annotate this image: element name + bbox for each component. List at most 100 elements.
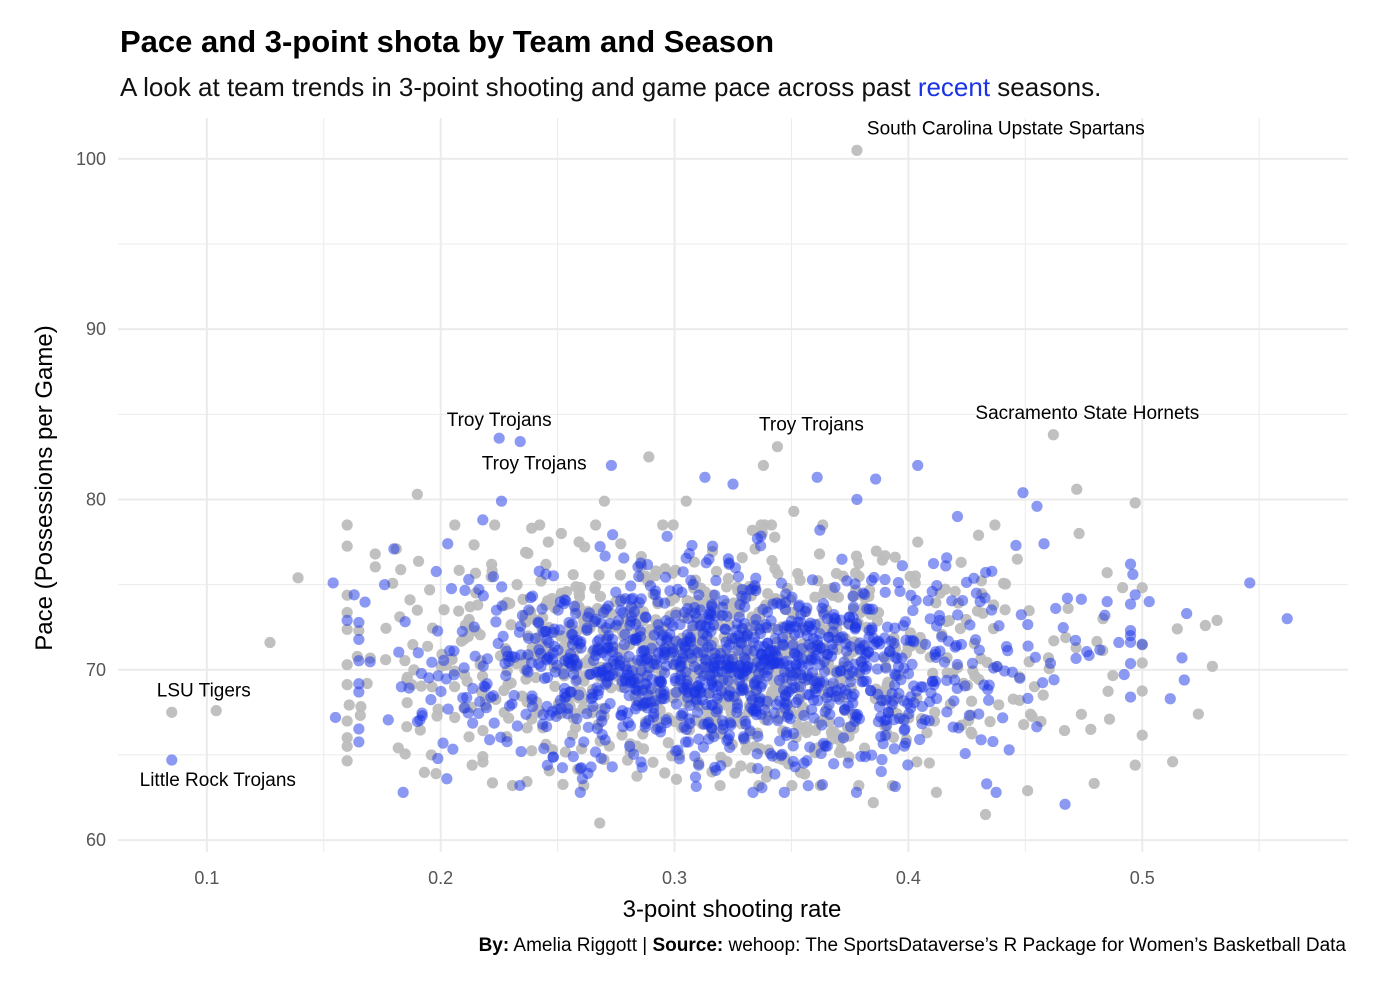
point-recent <box>866 622 878 634</box>
point-recent <box>981 778 993 790</box>
point-recent <box>966 657 979 669</box>
point-recent <box>430 565 442 578</box>
point-recent <box>477 514 489 526</box>
point-recent <box>896 652 908 664</box>
point-recent <box>849 578 861 590</box>
point-recent <box>473 583 485 596</box>
point-recent <box>495 495 508 507</box>
point-past <box>341 659 353 671</box>
point-recent <box>492 637 504 650</box>
point-recent <box>543 651 555 663</box>
point-recent <box>842 757 854 769</box>
point-recent <box>738 631 750 643</box>
point-past <box>401 697 413 709</box>
point-past <box>453 564 465 576</box>
point-recent <box>677 566 689 578</box>
point-past <box>975 653 987 665</box>
point-past <box>879 550 891 562</box>
point-past <box>955 556 967 568</box>
point-recent <box>747 786 759 798</box>
point-recent <box>467 717 479 729</box>
point-past <box>466 759 478 771</box>
point-past <box>670 773 683 785</box>
point-recent <box>632 654 644 666</box>
point-past <box>769 531 781 543</box>
point-recent <box>699 653 711 665</box>
point-recent <box>779 603 792 616</box>
point-recent <box>606 761 618 773</box>
point-recent <box>587 700 599 712</box>
point-recent <box>696 635 709 647</box>
point-recent <box>751 674 763 687</box>
point-recent <box>871 663 884 675</box>
point-recent <box>533 617 545 629</box>
point-recent <box>613 615 625 627</box>
point-recent <box>877 738 889 750</box>
point-recent <box>708 619 720 631</box>
point-recent <box>1143 596 1155 608</box>
point-recent <box>829 581 841 593</box>
point-recent <box>1181 607 1193 620</box>
point-recent <box>922 595 934 607</box>
point-recent <box>488 717 500 729</box>
point-recent <box>536 603 548 615</box>
point-past <box>341 732 353 744</box>
point-recent <box>751 533 764 545</box>
point-recent <box>495 731 507 743</box>
point-recent <box>535 660 547 673</box>
point-past <box>407 639 419 651</box>
subtitle-highlight-recent: recent <box>917 72 991 102</box>
point-recent <box>815 747 827 760</box>
point-recent <box>487 571 499 583</box>
point-past <box>489 519 501 531</box>
point-past <box>993 699 1005 711</box>
point-recent <box>683 713 695 725</box>
point-recent <box>459 584 471 596</box>
x-tick-label: 0.4 <box>896 868 921 888</box>
point-recent <box>880 662 892 674</box>
point-past <box>1167 756 1179 768</box>
point-recent <box>894 585 906 597</box>
point-recent <box>736 667 748 679</box>
point-past <box>573 587 585 600</box>
point-past <box>392 742 404 754</box>
point-recent <box>990 786 1002 798</box>
point-recent <box>750 584 762 597</box>
point-recent <box>1129 589 1141 601</box>
point-recent <box>554 596 566 608</box>
y-tick-label: 80 <box>86 489 106 509</box>
point-past <box>414 724 426 736</box>
point-past <box>1047 429 1059 441</box>
point-recent <box>888 743 900 755</box>
point-recent <box>729 633 741 645</box>
point-recent <box>946 595 958 607</box>
point-recent <box>661 530 673 542</box>
point-recent <box>947 721 959 733</box>
point-recent <box>906 658 918 671</box>
point-recent <box>1002 645 1014 657</box>
point-past <box>930 786 943 798</box>
point-recent <box>850 786 863 798</box>
point-recent <box>936 631 948 643</box>
point-recent <box>423 672 435 684</box>
point-recent <box>923 715 935 727</box>
point-recent <box>1094 644 1106 656</box>
point-recent <box>811 471 823 483</box>
point-recent <box>680 552 692 564</box>
point-recent <box>1031 721 1043 733</box>
point-recent <box>435 685 447 698</box>
point-recent <box>769 768 781 780</box>
point-recent <box>693 664 705 676</box>
point-recent <box>1022 692 1034 704</box>
point-recent <box>457 692 469 704</box>
point-past <box>369 561 381 573</box>
point-recent <box>863 603 875 615</box>
point-recent <box>719 623 732 636</box>
point-recent <box>717 674 729 686</box>
point-recent <box>776 632 789 644</box>
point-recent <box>641 559 654 571</box>
point-past <box>979 808 992 821</box>
point-past <box>341 606 353 619</box>
point-recent <box>490 616 502 628</box>
point-recent <box>605 459 618 472</box>
